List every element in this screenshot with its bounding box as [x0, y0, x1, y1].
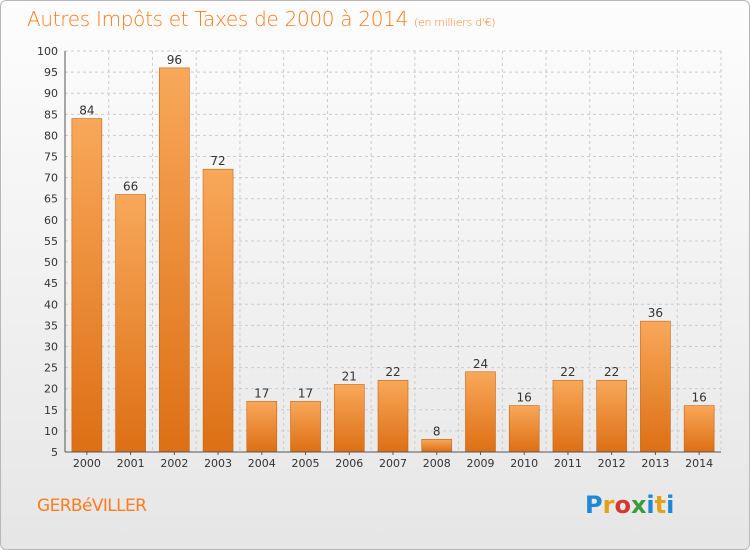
- y-tick-label: 70: [44, 172, 58, 185]
- axes: 5 10 15 20 25 30 35 40 45 50 55 60 65 70 75 80 85 90 95 100…: [37, 45, 721, 470]
- bar: [159, 67, 190, 453]
- y-tick-label: 90: [44, 87, 58, 100]
- bar: [202, 168, 234, 453]
- logo-letter: r: [602, 491, 615, 519]
- bar: [115, 194, 146, 453]
- logo-letter: i: [666, 491, 675, 519]
- bar: [71, 118, 103, 453]
- y-tick-label: 85: [44, 108, 58, 121]
- logo-letter: i: [646, 491, 655, 519]
- y-tick-label: 50: [44, 256, 58, 269]
- bar: [596, 379, 627, 453]
- logo-letter: o: [614, 491, 631, 519]
- data-label: 17: [298, 386, 313, 400]
- x-tick-label: 2012: [598, 457, 626, 470]
- bar: [421, 439, 453, 453]
- y-tick-label: 55: [44, 235, 58, 248]
- data-label: 22: [385, 365, 400, 379]
- data-label: 84: [79, 104, 94, 118]
- x-tick-label: 2002: [160, 457, 188, 470]
- x-tick-label: 2000: [73, 457, 101, 470]
- data-label: 22: [604, 365, 619, 379]
- y-tick-label: 15: [44, 404, 58, 417]
- data-label: 24: [473, 357, 488, 371]
- chart-title: Autres Impôts et Taxes de 2000 à 2014 (en…: [27, 7, 495, 31]
- x-tick-label: 2003: [204, 457, 232, 470]
- data-label: 16: [517, 391, 532, 405]
- y-tick-label: 20: [44, 383, 58, 396]
- data-label: 66: [123, 180, 138, 194]
- proxiti-logo: Proxiti: [585, 491, 674, 519]
- logo-letter: t: [654, 491, 667, 519]
- y-tick-label: 5: [51, 446, 58, 459]
- bar: [640, 320, 671, 453]
- y-tick-label: 10: [44, 425, 58, 438]
- x-tick-label: 2014: [685, 457, 713, 470]
- y-tick-label: 95: [44, 66, 58, 79]
- bar: [290, 401, 321, 453]
- y-tick-label: 100: [37, 45, 58, 58]
- data-label: 21: [342, 369, 357, 383]
- x-tick-label: 2011: [554, 457, 582, 470]
- data-label: 17: [254, 386, 269, 400]
- bar: [552, 379, 584, 453]
- x-tick-label: 2008: [423, 457, 451, 470]
- x-tick-label: 2004: [248, 457, 276, 470]
- x-tick-label: 2005: [292, 457, 320, 470]
- x-tick-label: 2009: [466, 457, 494, 470]
- data-label: 22: [560, 365, 575, 379]
- bar: [333, 384, 365, 453]
- data-labels: 84 66 96 72 17 17 21 22 8 24 16 22 22 36 16: [79, 53, 707, 438]
- bar: [377, 379, 409, 453]
- y-tick-label: 80: [44, 129, 58, 142]
- bar: [246, 401, 278, 453]
- x-tick-label: 2001: [117, 457, 145, 470]
- x-tick-label: 2007: [379, 457, 407, 470]
- y-tick-label: 30: [44, 340, 58, 353]
- data-label: 8: [433, 424, 441, 438]
- logo-letter: P: [585, 491, 603, 519]
- bar: [465, 371, 496, 453]
- data-label: 36: [648, 306, 663, 320]
- y-tick-label: 65: [44, 193, 58, 206]
- x-tick-label: 2013: [641, 457, 669, 470]
- chart-subtitle: (en milliers d'€): [414, 16, 496, 29]
- bars: [71, 67, 715, 453]
- x-tick-label: 2010: [510, 457, 538, 470]
- chart-title-text: Autres Impôts et Taxes de 2000 à 2014: [27, 7, 408, 31]
- y-tick-label: 40: [44, 298, 58, 311]
- commune-name: GERBéVILLER: [37, 496, 147, 516]
- bar: [683, 405, 715, 453]
- y-tick-label: 25: [44, 362, 58, 375]
- y-tick-label: 75: [44, 151, 58, 164]
- bar: [508, 405, 540, 453]
- data-label: 16: [691, 391, 706, 405]
- y-tick-label: 60: [44, 214, 58, 227]
- y-tick-label: 45: [44, 277, 58, 290]
- logo-letter: x: [630, 491, 647, 519]
- data-label: 72: [210, 154, 225, 168]
- x-tick-label: 2006: [335, 457, 363, 470]
- data-label: 96: [167, 53, 182, 67]
- y-tick-label: 35: [44, 319, 58, 332]
